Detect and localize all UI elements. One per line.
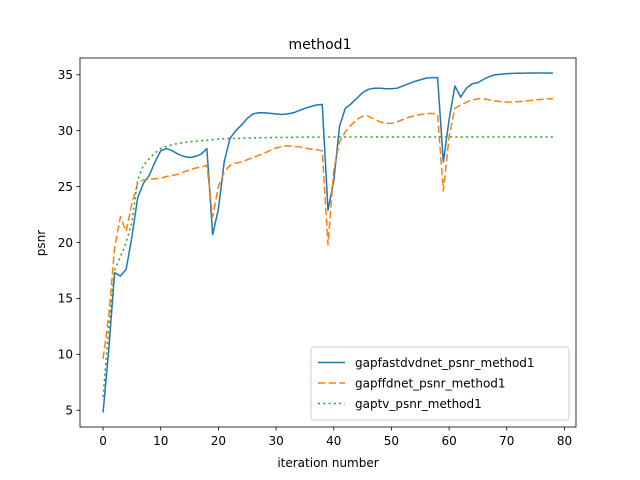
y-tick-label: 10 (58, 348, 73, 362)
x-tick-label: 70 (499, 434, 514, 448)
y-axis-label: psnr (34, 230, 48, 256)
series-layer (102, 72, 553, 413)
x-tick-label: 40 (326, 434, 341, 448)
legend: gapfastdvdnet_psnr_method1 gapffdnet_psnr… (310, 346, 570, 421)
legend-box (310, 346, 570, 421)
legend-label-3: gaptv_psnr_method1 (355, 397, 482, 411)
x-axis: 0 10 20 30 40 50 60 70 80 (99, 427, 572, 448)
series-line-1 (102, 72, 553, 413)
chart-title: method1 (289, 37, 352, 53)
y-tick-label: 25 (58, 180, 73, 194)
legend-label-1: gapfastdvdnet_psnr_method1 (355, 356, 535, 370)
y-tick-label: 20 (58, 236, 73, 250)
legend-label-2: gapffdnet_psnr_method1 (355, 376, 506, 390)
y-tick-label: 15 (58, 292, 73, 306)
series-line-3 (102, 136, 553, 397)
y-axis: 5 10 15 20 25 30 35 (58, 68, 80, 418)
x-tick-label: 60 (441, 434, 456, 448)
x-axis-label: iteration number (277, 456, 378, 470)
x-tick-label: 50 (384, 434, 399, 448)
y-tick-label: 30 (58, 124, 73, 138)
x-tick-label: 10 (153, 434, 168, 448)
y-tick-label: 5 (65, 404, 73, 418)
series-line-2 (102, 98, 553, 359)
x-tick-label: 20 (211, 434, 226, 448)
x-tick-label: 80 (557, 434, 572, 448)
y-tick-label: 35 (58, 68, 73, 82)
x-tick-label: 0 (99, 434, 107, 448)
x-tick-label: 30 (268, 434, 283, 448)
